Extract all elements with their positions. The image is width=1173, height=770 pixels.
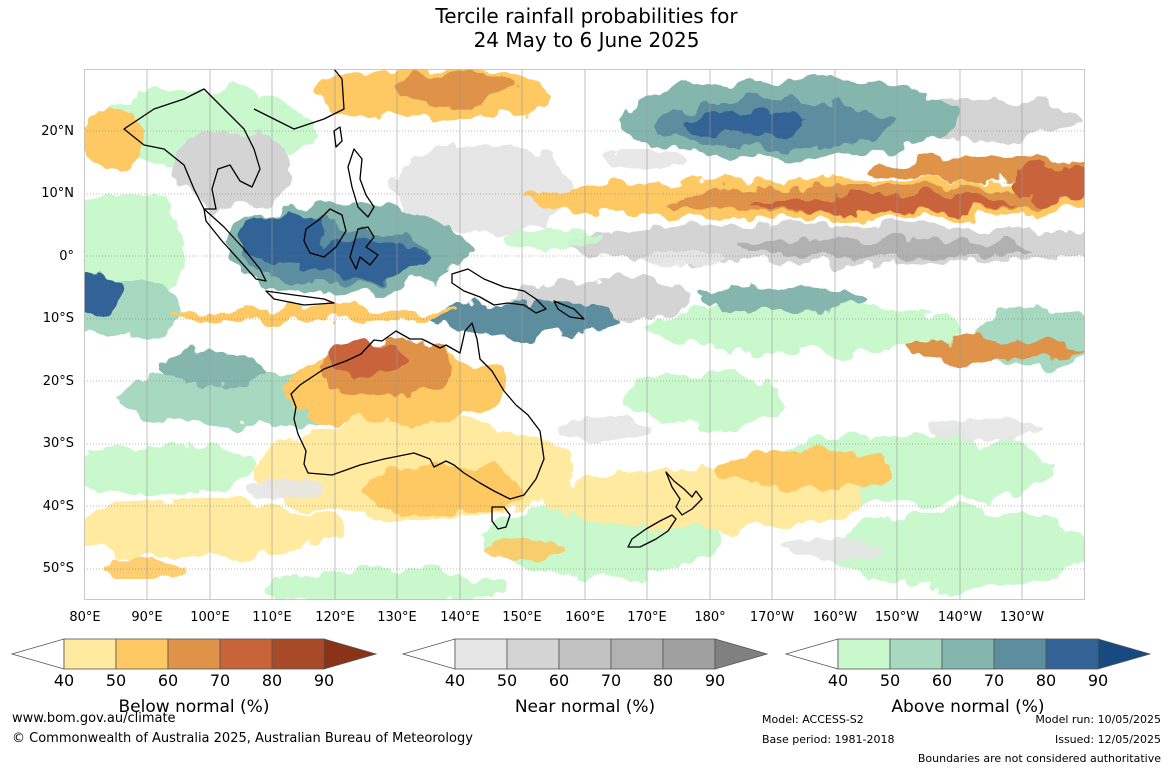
below-tick-40: 40 (53, 671, 75, 690)
website-link[interactable]: www.bom.gov.au/climate (12, 711, 176, 726)
near-tick-80: 80 (652, 671, 674, 690)
near-tick-50: 50 (496, 671, 518, 690)
near-swatch-80-90 (662, 638, 716, 670)
lon-label-90e: 90°E (131, 610, 163, 625)
below-swatch-70-80 (219, 638, 273, 670)
near-swatch-40-50 (454, 638, 508, 670)
above-tick-40: 40 (827, 671, 849, 690)
southeast-asia-coastline (123, 88, 261, 210)
above-swatch-60-70 (941, 638, 995, 670)
above-normal-colorbar (784, 638, 1152, 670)
lat-label-20n: 20°N (41, 124, 74, 139)
new-zealand-south-coastline (627, 514, 677, 548)
near-swatch-70-80 (610, 638, 664, 670)
below-swatch-lt40 (10, 638, 65, 670)
lat-label-20s: 20°S (42, 374, 74, 389)
lon-label-180: 180° (694, 610, 726, 625)
lat-label-equator: 0° (59, 249, 74, 264)
below-tick-60: 60 (157, 671, 179, 690)
model-text: Model: ACCESS-S2 (762, 713, 864, 726)
java-coastline (265, 290, 335, 306)
below-swatch-80-90 (271, 638, 325, 670)
above-normal-title: Above normal (%) (891, 697, 1045, 717)
near-swatch-60-70 (558, 638, 612, 670)
above-tick-80: 80 (1035, 671, 1057, 690)
lon-label-80e: 80°E (69, 610, 101, 625)
above-tick-50: 50 (879, 671, 901, 690)
lat-label-10s: 10°S (42, 311, 74, 326)
lon-label-160w: 160°W (812, 610, 858, 625)
new-guinea-coastline (451, 268, 547, 314)
map-frame (84, 69, 1085, 600)
below-swatch-gt90 (323, 638, 378, 670)
lon-label-120e: 120°E (315, 610, 355, 625)
above-tick-70: 70 (983, 671, 1005, 690)
disclaimer-text: Boundaries are not considered authoritat… (917, 752, 1161, 765)
lon-label-170e: 170°E (627, 610, 667, 625)
near-tick-40: 40 (444, 671, 466, 690)
below-normal-title: Below normal (%) (118, 697, 270, 717)
lon-label-150e: 150°E (502, 610, 542, 625)
model-run-text: Model run: 10/05/2025 (1035, 713, 1161, 726)
lat-label-50s: 50°S (42, 561, 74, 576)
lat-label-30s: 30°S (42, 436, 74, 451)
latitude-gridlines (84, 130, 1085, 570)
coastlines (123, 69, 703, 548)
near-tick-90: 90 (704, 671, 726, 690)
lon-label-150w: 150°W (874, 610, 920, 625)
new-zealand-north-coastline (665, 471, 703, 516)
lon-label-140w: 140°W (937, 610, 983, 625)
near-tick-60: 60 (548, 671, 570, 690)
above-tick-90: 90 (1087, 671, 1109, 690)
lon-label-110e: 110°E (252, 610, 292, 625)
tasmania-coastline (491, 506, 511, 530)
near-normal-colorbar (401, 638, 769, 670)
near-normal-title: Near normal (%) (514, 697, 656, 717)
china-coastline (253, 69, 345, 130)
below-normal-colorbar (10, 638, 378, 670)
title-line-1: Tercile rainfall probabilities for (435, 4, 738, 28)
lon-label-130e: 130°E (377, 610, 417, 625)
above-swatch-40-50 (837, 638, 891, 670)
issued-text: Issued: 12/05/2025 (1054, 733, 1161, 746)
below-tick-50: 50 (105, 671, 127, 690)
near-swatch-50-60 (506, 638, 560, 670)
above-swatch-70-80 (993, 638, 1047, 670)
lon-label-160e: 160°E (565, 610, 605, 625)
probability-speckles (104, 149, 1044, 579)
australia-coastline (290, 322, 545, 500)
map-title: Tercile rainfall probabilities for 24 Ma… (0, 4, 1173, 52)
sumatra-coastline (203, 208, 267, 282)
taiwan-coastline (333, 126, 343, 148)
title-line-2: 24 May to 6 June 2025 (473, 28, 700, 52)
longitude-gridlines (146, 69, 1023, 600)
lon-label-130w: 130°W (999, 610, 1045, 625)
below-swatch-60-70 (167, 638, 221, 670)
lon-label-170w: 170°W (749, 610, 795, 625)
below-swatch-50-60 (115, 638, 169, 670)
above-tick-60: 60 (931, 671, 953, 690)
below-swatch-40-50 (63, 638, 117, 670)
copyright-text: © Commonwealth of Australia 2025, Austra… (12, 731, 473, 746)
lat-label-10n: 10°N (41, 186, 74, 201)
base-period-text: Base period: 1981-2018 (762, 733, 895, 746)
lat-label-40s: 40°S (42, 499, 74, 514)
lon-label-140e: 140°E (440, 610, 480, 625)
rainfall-probability-map (84, 69, 1085, 600)
philippines-coastline (347, 148, 375, 218)
below-tick-70: 70 (209, 671, 231, 690)
below-tick-90: 90 (313, 671, 335, 690)
sulawesi-coastline (349, 226, 379, 270)
near-swatch-gt90 (714, 638, 769, 670)
above-swatch-50-60 (889, 638, 943, 670)
below-tick-80: 80 (261, 671, 283, 690)
borneo-coastline (303, 208, 347, 258)
solomon-islands-coastline (553, 300, 585, 320)
above-swatch-80-90 (1045, 638, 1099, 670)
lon-label-100e: 100°E (190, 610, 230, 625)
near-tick-70: 70 (600, 671, 622, 690)
near-swatch-lt40 (401, 638, 456, 670)
above-swatch-lt40 (784, 638, 839, 670)
above-swatch-gt90 (1097, 638, 1152, 670)
